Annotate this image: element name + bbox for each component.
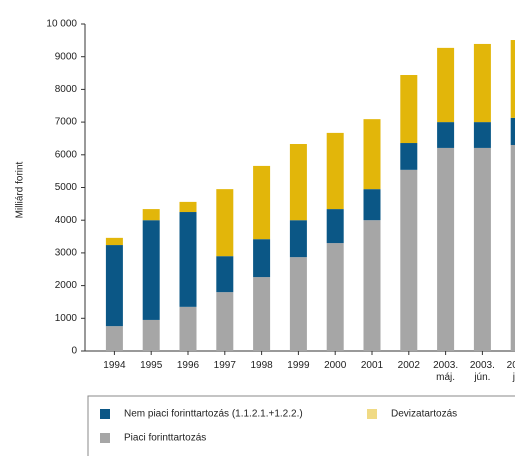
y-tick-label: 1000 [55,313,78,324]
bar-segment [400,143,418,170]
bar-segment [473,43,491,123]
bar-segment [216,256,234,293]
bar-segment [363,119,381,190]
bar-segment [142,209,160,221]
bar-segment [510,117,515,145]
bar-segment [326,243,344,351]
bar-segment [216,189,234,257]
bar-segment [363,220,381,351]
legend-swatch [367,409,377,419]
bar-segment [400,169,418,351]
bar-segment [179,212,197,307]
y-tick-label: 10 000 [46,19,77,30]
bar-segment [105,326,123,351]
bar-segment [179,201,197,213]
bar-segment [326,209,344,244]
bar-segment [437,122,455,148]
bar-segment [437,47,455,123]
bar-segment [363,189,381,221]
bar-segment [473,122,491,148]
legend-box [87,395,515,456]
legend-label: Nem piaci forinttartozás (1.1.2.1.+1.2.2… [124,409,303,420]
y-tick-label: 7000 [55,117,78,128]
x-tick-label: 1995 [140,360,163,371]
y-tick-label: 0 [71,346,77,357]
x-tick-label: 1999 [287,360,310,371]
bar-segment [105,245,123,327]
y-tick-label: 8000 [55,84,78,95]
x-tick-label: 1994 [103,360,126,371]
y-tick-label: 3000 [55,248,78,259]
y-tick-label: 9000 [55,51,78,62]
bar-segment [510,40,515,118]
bar-segment [105,237,123,246]
bar-segment [289,257,307,351]
y-axis-label: Milliárd forint [15,161,26,218]
bar-segment [473,147,491,351]
bar-segment [253,239,271,278]
y-tick-label: 4000 [55,215,78,226]
bar-segment [216,292,234,351]
y-tick-label: 5000 [55,182,78,193]
bar-segment [289,220,307,258]
legend-label: Piaci forinttartozás [124,433,206,444]
y-tick-label: 6000 [55,149,78,160]
x-tick-label: 2003.júl. [507,360,515,383]
bar-segment [179,306,197,351]
y-tick-label: 2000 [55,280,78,291]
x-tick-label: 1998 [250,360,273,371]
bar-segment [510,144,515,351]
bar-segment [326,132,344,210]
bar-segment [253,277,271,351]
x-tick-label: 2001 [361,360,384,371]
x-tick-label: 1996 [177,360,200,371]
bar-segment [400,75,418,144]
bar-segment [289,144,307,221]
bar-segment [253,165,271,240]
legend-swatch [100,433,110,443]
bar-segment [142,220,160,320]
legend-swatch [100,409,110,419]
x-tick-label: 2003. máj. [433,360,458,383]
legend-label: Devizatartozás [391,409,457,420]
bar-segment [437,147,455,351]
x-tick-label: 1997 [214,360,237,371]
x-tick-label: 2002 [398,360,421,371]
x-tick-label: 2000 [324,360,347,371]
bar-segment [142,319,160,351]
x-tick-label: 2003. jún. [470,360,495,383]
